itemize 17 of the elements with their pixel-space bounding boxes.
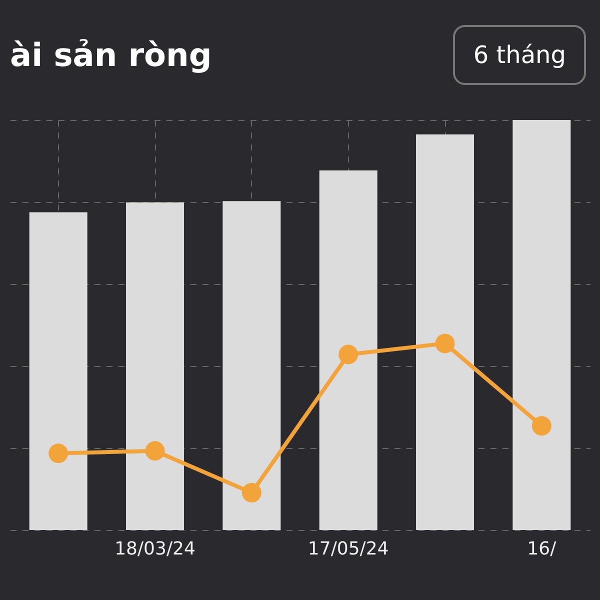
- point: [145, 441, 165, 461]
- bar: [416, 134, 474, 530]
- point: [48, 444, 68, 464]
- x-tick-label: 17/05/24: [308, 538, 389, 560]
- point: [435, 334, 455, 354]
- point: [338, 344, 358, 364]
- chart-title: ài sản ròng: [10, 36, 212, 74]
- bar: [319, 170, 378, 530]
- point: [532, 416, 552, 436]
- bar: [222, 201, 281, 530]
- point: [242, 482, 262, 502]
- period-button: 6 tháng: [453, 25, 586, 85]
- bar: [29, 212, 88, 530]
- bar: [126, 202, 184, 530]
- x-tick-label: 18/03/24: [114, 538, 196, 560]
- x-tick-label: 16/: [527, 538, 558, 560]
- bar: [512, 120, 571, 530]
